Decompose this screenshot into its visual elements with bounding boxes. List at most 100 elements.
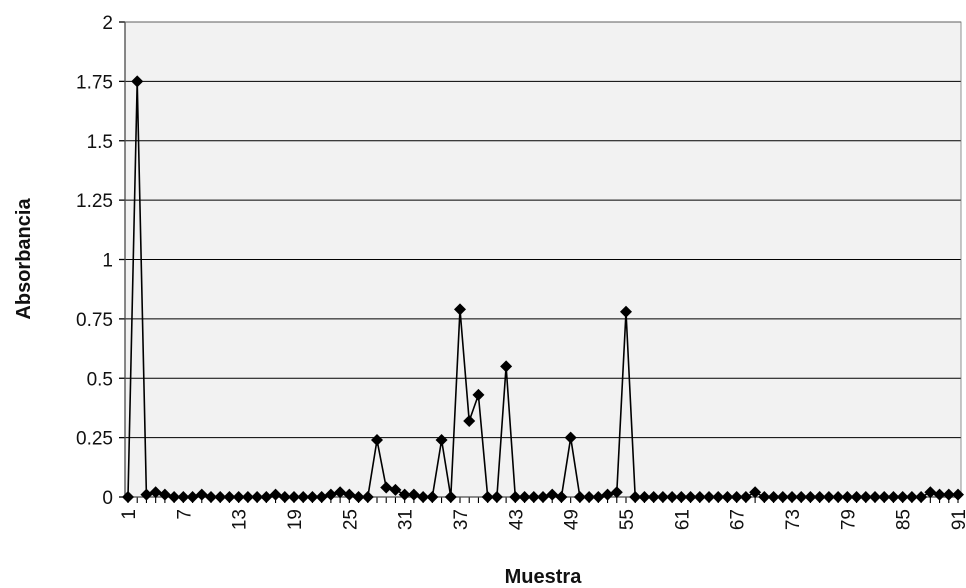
data-point bbox=[518, 491, 531, 503]
data-point bbox=[905, 491, 918, 503]
y-tick-label: 1.5 bbox=[87, 132, 113, 153]
data-point bbox=[555, 491, 568, 503]
y-tick-label: 0.25 bbox=[76, 429, 113, 450]
data-point bbox=[841, 491, 854, 503]
data-point bbox=[564, 431, 577, 444]
data-point bbox=[887, 491, 900, 503]
data-point bbox=[933, 488, 946, 501]
y-tick-label: 0.75 bbox=[76, 310, 113, 331]
data-point bbox=[712, 491, 725, 503]
data-point bbox=[952, 488, 964, 501]
data-point bbox=[490, 491, 503, 503]
x-tick-label: 55 bbox=[617, 509, 638, 530]
data-point bbox=[149, 486, 162, 499]
data-point bbox=[334, 486, 347, 499]
y-tick-label: 2 bbox=[102, 13, 113, 34]
x-tick-label: 1 bbox=[119, 509, 140, 520]
data-point bbox=[315, 491, 328, 503]
data-point bbox=[158, 488, 171, 501]
data-point bbox=[786, 491, 798, 503]
data-point bbox=[822, 491, 835, 503]
data-point bbox=[371, 434, 383, 446]
x-tick-label: 91 bbox=[949, 509, 966, 530]
x-tick-label: 49 bbox=[562, 509, 583, 530]
data-point bbox=[638, 491, 651, 503]
data-point bbox=[675, 491, 688, 503]
data-point bbox=[214, 491, 227, 503]
data-point bbox=[168, 491, 181, 503]
data-point bbox=[241, 491, 254, 503]
data-point bbox=[407, 488, 420, 501]
data-point bbox=[288, 491, 300, 503]
data-point bbox=[177, 491, 190, 503]
data-point bbox=[389, 483, 402, 496]
x-tick-label: 79 bbox=[838, 509, 859, 530]
data-point bbox=[767, 491, 780, 503]
x-tick-label: 37 bbox=[451, 509, 472, 530]
data-point bbox=[122, 491, 134, 503]
data-point bbox=[859, 491, 872, 503]
y-tick-label: 0 bbox=[102, 488, 113, 509]
data-point bbox=[306, 491, 319, 503]
x-tick-label: 19 bbox=[285, 509, 306, 530]
data-point bbox=[832, 491, 845, 503]
data-point bbox=[223, 491, 236, 503]
x-tick-label: 43 bbox=[506, 509, 527, 530]
series-absorbancia bbox=[122, 75, 964, 503]
data-point bbox=[804, 491, 817, 503]
data-point bbox=[721, 491, 734, 503]
data-point bbox=[131, 75, 144, 88]
data-point bbox=[601, 488, 614, 501]
data-point bbox=[232, 491, 245, 503]
data-point bbox=[472, 388, 485, 401]
data-point bbox=[869, 491, 881, 503]
x-tick-label: 7 bbox=[174, 509, 195, 520]
y-tick-label: 1 bbox=[102, 251, 113, 272]
data-point bbox=[684, 491, 697, 503]
x-tick-label: 31 bbox=[396, 509, 417, 530]
data-point bbox=[610, 486, 623, 499]
data-point bbox=[924, 486, 937, 499]
data-point bbox=[500, 360, 513, 373]
data-point bbox=[195, 488, 208, 501]
x-tick-label: 61 bbox=[672, 509, 693, 530]
y-axis-ticks: 0 0.25 0.5 0.75 1 1.25 1.5 1.75 2 bbox=[76, 13, 125, 509]
data-point bbox=[739, 491, 752, 503]
data-point bbox=[730, 491, 743, 503]
x-tick-label: 85 bbox=[894, 509, 915, 530]
data-point bbox=[361, 491, 374, 503]
data-point bbox=[205, 491, 217, 503]
data-point bbox=[417, 491, 430, 503]
data-point bbox=[878, 491, 891, 503]
data-point bbox=[269, 488, 282, 501]
data-point bbox=[693, 491, 706, 503]
y-tick-label: 0.5 bbox=[87, 369, 113, 390]
data-point bbox=[463, 415, 476, 427]
data-point bbox=[546, 488, 559, 501]
data-point bbox=[629, 491, 642, 503]
x-tick-label: 73 bbox=[783, 509, 804, 530]
data-point bbox=[527, 491, 540, 503]
data-point bbox=[297, 491, 310, 503]
data-point bbox=[509, 491, 522, 503]
data-point bbox=[647, 491, 660, 503]
x-axis-ticks: 1 7 13 19 25 31 37 43 49 55 61 67 73 79 85 91 bbox=[119, 497, 966, 530]
data-point bbox=[813, 491, 826, 503]
data-point bbox=[573, 491, 586, 503]
data-point bbox=[703, 491, 715, 503]
data-point bbox=[537, 491, 549, 503]
data-point bbox=[620, 305, 632, 318]
data-point bbox=[795, 491, 808, 503]
data-point bbox=[380, 481, 393, 494]
data-point bbox=[343, 488, 356, 501]
data-point bbox=[915, 491, 928, 503]
x-axis-title: Muestra bbox=[505, 566, 583, 588]
x-tick-label: 67 bbox=[728, 509, 749, 530]
data-point bbox=[656, 491, 669, 503]
data-point bbox=[278, 491, 291, 503]
data-point bbox=[260, 491, 273, 503]
data-point bbox=[749, 486, 762, 499]
data-point bbox=[186, 491, 199, 503]
data-point bbox=[850, 491, 863, 503]
